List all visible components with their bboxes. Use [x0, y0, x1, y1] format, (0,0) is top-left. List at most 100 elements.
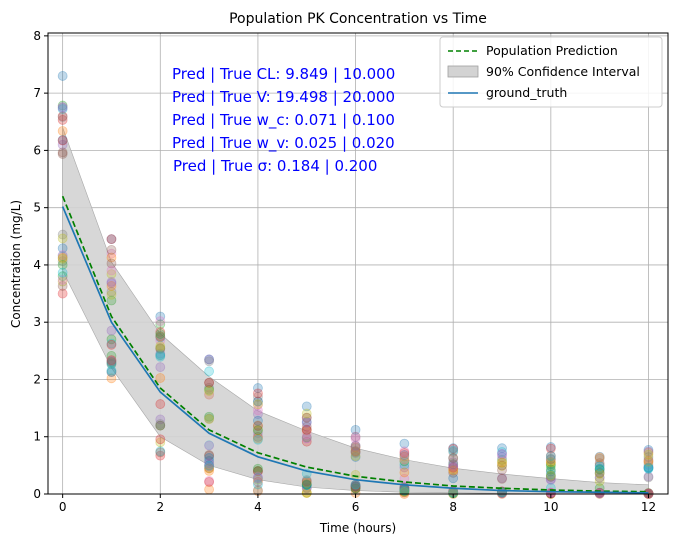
- observation-point: [643, 445, 654, 455]
- x-tick-label: 10: [543, 500, 558, 514]
- observation-point: [545, 459, 556, 470]
- x-tick-label: 0: [59, 500, 67, 514]
- observation-point: [106, 357, 117, 368]
- observation-point: [155, 419, 166, 429]
- observation-point: [594, 472, 605, 483]
- observation-point: [497, 447, 507, 457]
- observation-point: [57, 288, 68, 299]
- observation-point: [399, 483, 410, 494]
- observation-point: [204, 477, 215, 487]
- observation-point: [399, 462, 410, 473]
- observation-point: [106, 356, 117, 367]
- observation-point: [448, 459, 459, 470]
- observation-point: [155, 311, 166, 322]
- observation-point: [545, 475, 556, 485]
- observation-point: [106, 365, 117, 376]
- plot-frame: [47, 32, 669, 495]
- legend-label-confidence-interval: 90% Confidence Interval: [486, 64, 640, 79]
- observation-point: [253, 433, 263, 444]
- observation-point: [155, 344, 166, 354]
- observation-point: [155, 437, 166, 448]
- observation-point: [204, 450, 215, 460]
- x-tick-label: 4: [254, 500, 262, 514]
- observation-point: [350, 481, 361, 492]
- y-tick-label: 8: [33, 29, 41, 43]
- observation-point: [253, 463, 263, 474]
- observation-point: [594, 451, 605, 462]
- observation-point: [155, 350, 166, 361]
- observation-point: [448, 473, 459, 484]
- observation-point: [643, 471, 654, 482]
- observation-point: [301, 480, 312, 490]
- observation-point: [350, 481, 361, 492]
- observation-point: [497, 443, 507, 454]
- observation-point: [545, 450, 556, 461]
- observation-point: [643, 454, 654, 465]
- observation-point: [594, 452, 605, 463]
- observation-point: [399, 450, 410, 460]
- observation-point: [204, 389, 215, 400]
- observation-point: [204, 356, 215, 367]
- observation-point: [594, 468, 605, 479]
- ground-truth-line: [61, 206, 649, 494]
- observation-point: [155, 331, 166, 342]
- observation-point: [155, 316, 166, 326]
- observation-point: [399, 486, 410, 497]
- observation-point: [399, 456, 410, 467]
- x-tick-label: 6: [352, 500, 360, 514]
- x-tick-label: 12: [641, 500, 656, 514]
- observation-point: [448, 443, 459, 454]
- observation-point: [155, 450, 166, 461]
- observation-point: [204, 382, 215, 393]
- observation-point: [399, 459, 410, 470]
- observation-point: [155, 331, 166, 341]
- observation-point: [253, 409, 263, 420]
- observation-point: [253, 405, 263, 416]
- observation-point: [57, 253, 68, 264]
- observation-point: [155, 335, 166, 346]
- observation-point: [57, 271, 68, 282]
- observation-point: [253, 466, 263, 477]
- observation-point: [497, 457, 507, 468]
- observation-point: [643, 463, 654, 474]
- observation-point: [106, 339, 117, 350]
- observation-point: [106, 265, 117, 276]
- observation-point: [155, 420, 166, 431]
- observation-point: [155, 434, 166, 445]
- legend-swatch-confidence-interval: [447, 65, 479, 78]
- observation-point: [399, 438, 410, 449]
- observation-point: [106, 357, 117, 367]
- observation-point: [301, 480, 312, 490]
- observation-point: [301, 480, 312, 490]
- observation-point: [253, 399, 263, 410]
- observation-point: [57, 111, 68, 122]
- observation-point: [350, 433, 361, 444]
- observation-point: [155, 373, 166, 383]
- observation-point: [204, 414, 215, 425]
- y-tick-label: 0: [33, 487, 41, 501]
- observation-point: [643, 456, 654, 467]
- observation-point: [594, 464, 605, 475]
- observation-point: [301, 476, 312, 487]
- observation-point: [643, 459, 654, 470]
- observation-point: [350, 483, 361, 494]
- observation-point: [301, 433, 312, 444]
- observation-point: [350, 424, 361, 435]
- observation-point: [497, 452, 507, 462]
- observation-point: [545, 442, 556, 452]
- observation-point: [497, 449, 507, 460]
- observation-point: [448, 443, 459, 454]
- observation-point: [106, 359, 117, 369]
- observation-point: [301, 433, 312, 444]
- observation-point: [399, 451, 410, 462]
- observation-point: [594, 472, 605, 483]
- observation-point: [106, 278, 117, 289]
- x-tick-label: 2: [156, 500, 164, 514]
- observation-point: [155, 343, 166, 354]
- annotation-sigma: Pred | True σ: 0.184 | 0.200: [173, 157, 377, 175]
- observation-point: [399, 454, 410, 465]
- observation-point: [497, 448, 507, 459]
- observation-point: [204, 377, 215, 388]
- y-tick-label: 4: [33, 258, 41, 272]
- observation-point: [106, 355, 117, 366]
